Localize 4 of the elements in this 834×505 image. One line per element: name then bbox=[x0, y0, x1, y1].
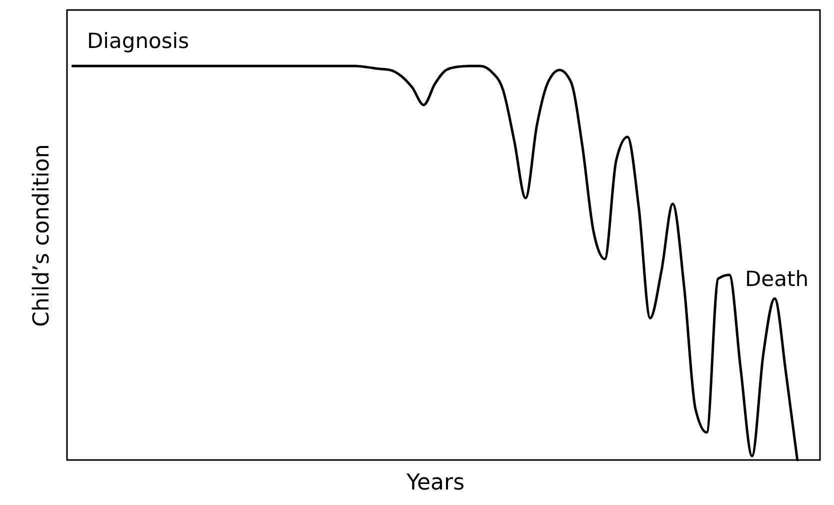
x-axis-title: Years bbox=[405, 470, 465, 496]
y-axis-title: Child’s condition bbox=[30, 144, 54, 327]
annotation: Death bbox=[745, 267, 809, 291]
text: Diagnosis bbox=[87, 29, 190, 53]
